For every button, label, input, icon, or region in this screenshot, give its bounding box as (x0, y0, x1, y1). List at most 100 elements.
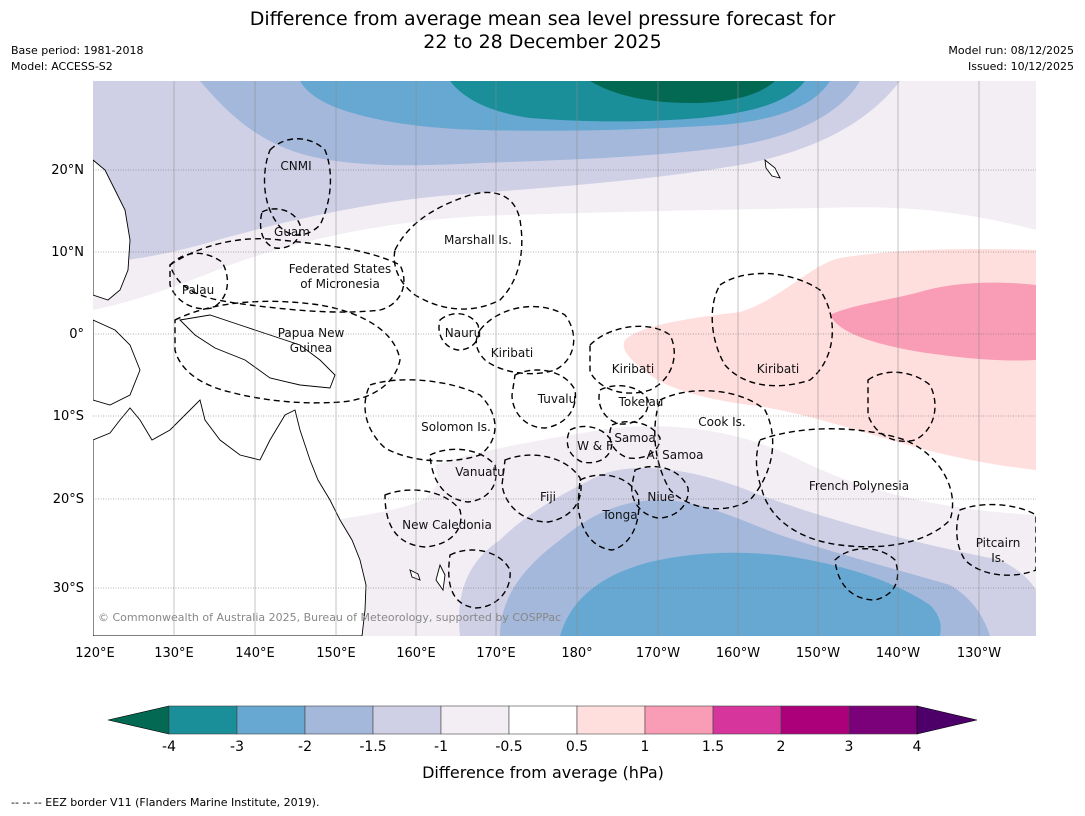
eez-guam (259, 208, 301, 249)
label-kiribati-c: Kiribati (612, 362, 654, 376)
eez-tonga (577, 474, 640, 551)
eez-borders (169, 138, 1036, 609)
lat-label: 20°S (53, 492, 84, 507)
issued-date: Issued: 10/12/2025 (967, 60, 1074, 73)
new-caledonia-coast (409, 569, 421, 581)
lat-label: 10°S (53, 409, 84, 424)
colorbar-segment (508, 705, 578, 735)
colorbar: -4 -3 -2 -1.5 -1 -0.5 0.5 1 1.5 2 3 4 (107, 705, 978, 755)
band-s-minus2 (560, 552, 941, 636)
label-vanuatu: Vanuatu (455, 465, 505, 479)
label-guam: Guam (274, 225, 310, 239)
lat-label: 10°N (51, 245, 84, 260)
lon-label: 140°W (876, 646, 920, 661)
label-tokelau: Tokelau (618, 395, 664, 409)
borneo-sulawesi-coast (93, 319, 141, 406)
lon-label: 170°W (636, 646, 680, 661)
lon-label: 150°E (316, 646, 356, 661)
label-nauru: Nauru (445, 326, 481, 340)
label-palau: Palau (182, 283, 214, 297)
lon-label: 170°E (476, 646, 516, 661)
colorbar-extend-high (916, 705, 978, 735)
colorbar-tick-label: 0.5 (566, 739, 588, 755)
colorbar-tick-label: -1.5 (359, 739, 386, 755)
lon-label: 150°W (796, 646, 840, 661)
colorbar-segment (644, 705, 714, 735)
eez-tokelau (598, 384, 649, 425)
meta-right: Model run: 08/12/2025 Issued: 10/12/2025 (948, 43, 1074, 75)
eez-fp-south (834, 548, 899, 601)
region-labels: CNMI Guam Marshall Is. Federated States … (182, 159, 1020, 565)
eez-kiribati-c (589, 325, 675, 394)
colorbar-segment (576, 705, 646, 735)
base-period: Base period: 1981-2018 (11, 44, 144, 57)
colorbar-segment (440, 705, 510, 735)
lat-label: 30°S (53, 581, 84, 596)
label-fiji: Fiji (540, 490, 556, 504)
eez-kiribati-w (475, 305, 575, 375)
model-run: Model run: 08/12/2025 (948, 44, 1074, 57)
label-png-2: Guinea (290, 341, 333, 355)
eez-newcal (384, 489, 462, 548)
eez-fsm (169, 238, 405, 313)
coastlines (93, 158, 781, 636)
lon-label: 130°E (154, 646, 194, 661)
eez-vanuatu (429, 448, 497, 503)
colorbar-tick-label: -3 (230, 739, 244, 755)
colorbar-segment (780, 705, 850, 735)
label-solomon: Solomon Is. (421, 420, 491, 434)
lon-label: 180° (561, 646, 592, 661)
philippines-coast (93, 159, 131, 301)
eez-cnmi (263, 138, 332, 236)
label-marshall: Marshall Is. (444, 233, 512, 247)
eez-png (174, 300, 401, 404)
lon-label: 120°E (75, 646, 115, 661)
label-cook: Cook Is. (698, 415, 745, 429)
colorbar-tick-label: 3 (845, 739, 854, 755)
band-n-minus4 (590, 81, 775, 103)
graticule (173, 81, 980, 636)
eez-fiji (501, 454, 582, 523)
label-french-polynesia: French Polynesia (809, 479, 909, 493)
colorbar-tick-label: 1 (641, 739, 650, 755)
eez-legend-note: -- -- -- EEZ border V11 (Flanders Marine… (11, 796, 320, 809)
longitude-labels: 120°E 130°E 140°E 150°E 160°E 170°E 180°… (75, 646, 1001, 661)
eez-kiribati-e (711, 272, 833, 387)
label-niue: Niue (647, 490, 674, 504)
colorbar-tick-label: -4 (162, 739, 176, 755)
colorbar-tick-label: -2 (298, 739, 312, 755)
lon-label: 140°E (235, 646, 275, 661)
eez-french-polynesia (755, 428, 954, 548)
label-tonga: Tonga (601, 508, 637, 522)
label-kiribati-e: Kiribati (757, 362, 799, 376)
colorbar-title: Difference from average (hPa) (422, 763, 664, 782)
model-name: Model: ACCESS-S2 (11, 60, 113, 73)
label-fsm-2: of Micronesia (300, 277, 380, 291)
chart-title: Difference from average mean sea level p… (0, 8, 1085, 54)
colorbar-segment (168, 705, 238, 735)
band-ne-minus0p5 (985, 81, 1036, 152)
hawaii-coast (764, 158, 781, 179)
lat-label: 0° (69, 327, 84, 342)
graticule-lat (93, 169, 1036, 589)
label-pitcairn-2: Is. (991, 551, 1005, 565)
colorbar-segment (304, 705, 374, 735)
label-samoa: Samoa (614, 431, 655, 445)
label-tuvalu: Tuvalu (537, 392, 577, 406)
eez-samoa (609, 421, 661, 459)
lon-label: 130°W (957, 646, 1001, 661)
eez-marshall (393, 191, 523, 310)
australia-coast (93, 399, 367, 636)
label-wf: W & F (577, 439, 613, 453)
eez-niue (631, 465, 689, 519)
title-line-1: Difference from average mean sea level p… (249, 8, 836, 30)
pressure-anomaly-field (93, 81, 1036, 636)
eez-nauru (438, 313, 480, 351)
colorbar-segment (712, 705, 782, 735)
band-e-plus1 (830, 282, 1036, 361)
label-cnmi: CNMI (280, 159, 311, 173)
eez-nz-kermadec (448, 549, 511, 609)
label-fsm-1: Federated States (289, 262, 391, 276)
label-pitcairn-1: Pitcairn (976, 536, 1021, 550)
label-png-1: Papua New (278, 326, 345, 340)
